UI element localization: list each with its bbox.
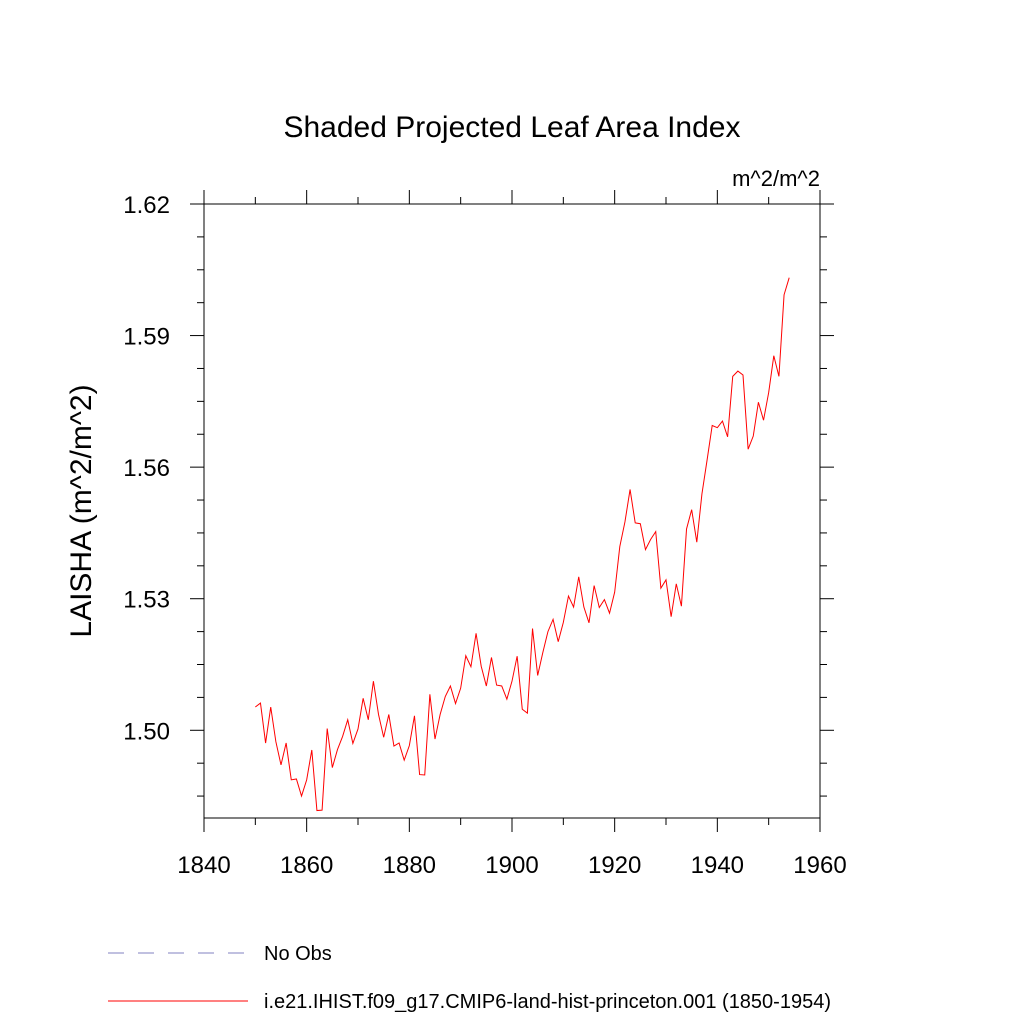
series-layer (255, 277, 790, 812)
y-tick-label: 1.50 (123, 718, 170, 745)
x-axis: 1840 1860 1880 1900 1920 1940 1960 (177, 190, 847, 879)
y-tick-label: 1.62 (123, 192, 170, 219)
legend-label: No Obs (264, 943, 332, 965)
x-tick-label: 1880 (383, 852, 436, 879)
x-tick-label: 1900 (485, 852, 538, 879)
plot-frame (203, 203, 821, 819)
y-tick-label: 1.53 (123, 587, 170, 614)
y-axis: 1.50 1.53 1.56 1.59 1.62 (123, 192, 834, 797)
y-tick-label: 1.56 (123, 455, 170, 482)
legend: No Obs i.e21.IHIST.f09_g17.CMIP6-land-his… (108, 943, 831, 1013)
chart-title: Shaded Projected Leaf Area Index (283, 111, 740, 144)
x-tick-label: 1920 (588, 852, 641, 879)
x-tick-label: 1960 (793, 852, 846, 879)
y-axis-label: LAISHA (m^2/m^2) (65, 384, 98, 637)
x-tick-label: 1940 (691, 852, 744, 879)
units-label: m^2/m^2 (732, 166, 820, 191)
series-line (255, 277, 790, 812)
x-tick-label: 1860 (280, 852, 333, 879)
x-tick-label: 1840 (177, 852, 230, 879)
y-tick-label: 1.59 (123, 324, 170, 351)
legend-label: i.e21.IHIST.f09_g17.CMIP6-land-hist-prin… (264, 991, 831, 1013)
